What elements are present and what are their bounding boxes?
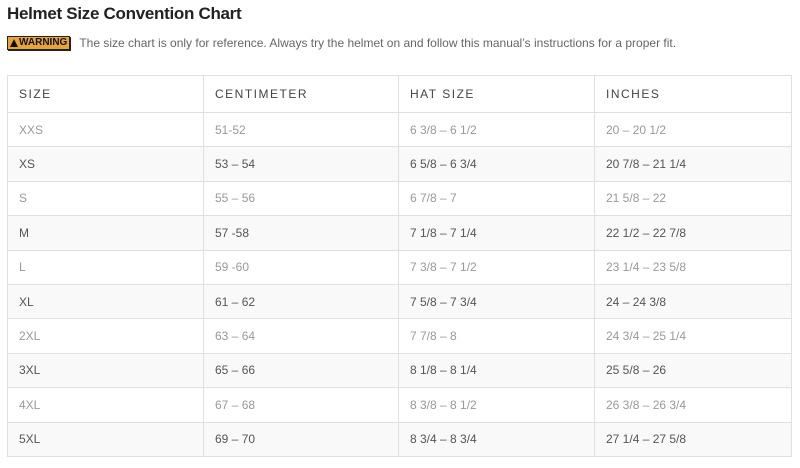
table-row: XS 53 – 54 6 5/8 – 6 3/4 20 7/8 – 21 1/4 <box>7 146 792 182</box>
column-header: HAT SIZE <box>398 75 595 113</box>
warning-badge: WARNING <box>7 36 71 50</box>
table-row: 3XL 65 – 66 8 1/8 – 8 1/4 25 5/8 – 26 <box>7 352 792 388</box>
table-cell: 53 – 54 <box>203 146 399 182</box>
table-cell: 20 7/8 – 21 1/4 <box>594 146 792 182</box>
table-cell: 26 3/8 – 26 3/4 <box>594 387 792 423</box>
table-row: XL 61 – 62 7 5/8 – 7 3/4 24 – 24 3/8 <box>7 283 792 319</box>
table-cell: 7 1/8 – 7 1/4 <box>398 215 595 251</box>
table-row: 2XL 63 – 64 7 7/8 – 8 24 3/4 – 25 1/4 <box>7 318 792 354</box>
table-cell: 7 3/8 – 7 1/2 <box>398 249 595 285</box>
table-cell: 8 3/4 – 8 3/4 <box>398 421 595 457</box>
table-row: S 55 – 56 6 7/8 – 7 21 5/8 – 22 <box>7 180 792 216</box>
table-cell: 7 5/8 – 7 3/4 <box>398 283 595 319</box>
table-cell: 24 – 24 3/8 <box>594 283 792 319</box>
warning-text: The size chart is only for reference. Al… <box>79 36 677 50</box>
table-cell: 51-52 <box>203 111 399 147</box>
table-cell: 61 – 62 <box>203 283 399 319</box>
table-cell: 2XL <box>7 318 204 354</box>
warning-triangle-icon <box>10 39 18 47</box>
table-cell: 67 – 68 <box>203 387 399 423</box>
table-cell: 6 3/8 – 6 1/2 <box>398 111 595 147</box>
table-cell: S <box>7 180 204 216</box>
warning-badge-label: WARNING <box>19 37 68 48</box>
column-header: INCHES <box>594 75 792 113</box>
table-cell: 63 – 64 <box>203 318 399 354</box>
warning-notice: WARNING The size chart is only for refer… <box>7 36 676 50</box>
table-row: 5XL 69 – 70 8 3/4 – 8 3/4 27 1/4 – 27 5/8 <box>7 421 792 457</box>
table-cell: 22 1/2 – 22 7/8 <box>594 215 792 251</box>
column-header: SIZE <box>7 75 204 113</box>
page-title: Helmet Size Convention Chart <box>7 4 242 23</box>
size-chart-table: SIZE CENTIMETER HAT SIZE INCHES XXS 51-52 6 3… <box>7 75 792 457</box>
table-cell: 6 7/8 – 7 <box>398 180 595 216</box>
column-header: CENTIMETER <box>203 75 399 113</box>
table-cell: 25 5/8 – 26 <box>594 352 792 388</box>
table-row: 4XL 67 – 68 8 3/8 – 8 1/2 26 3/8 – 26 3/4 <box>7 387 792 423</box>
table-row: L 59 -60 7 3/8 – 7 1/2 23 1/4 – 23 5/8 <box>7 249 792 285</box>
table-cell: XL <box>7 283 204 319</box>
table-cell: 8 1/8 – 8 1/4 <box>398 352 595 388</box>
table-cell: 59 -60 <box>203 249 399 285</box>
table-header-row: SIZE CENTIMETER HAT SIZE INCHES <box>7 75 792 113</box>
table-cell: 8 3/8 – 8 1/2 <box>398 387 595 423</box>
table-cell: 21 5/8 – 22 <box>594 180 792 216</box>
table-cell: 20 – 20 1/2 <box>594 111 792 147</box>
table-cell: 3XL <box>7 352 204 388</box>
table-cell: 5XL <box>7 421 204 457</box>
table-cell: 57 -58 <box>203 215 399 251</box>
table-cell: M <box>7 215 204 251</box>
table-cell: L <box>7 249 204 285</box>
table-cell: 65 – 66 <box>203 352 399 388</box>
table-row: XXS 51-52 6 3/8 – 6 1/2 20 – 20 1/2 <box>7 111 792 147</box>
table-cell: 55 – 56 <box>203 180 399 216</box>
table-cell: 6 5/8 – 6 3/4 <box>398 146 595 182</box>
table-cell: 69 – 70 <box>203 421 399 457</box>
table-cell: 27 1/4 – 27 5/8 <box>594 421 792 457</box>
table-row: M 57 -58 7 1/8 – 7 1/4 22 1/2 – 22 7/8 <box>7 215 792 251</box>
table-cell: XXS <box>7 111 204 147</box>
table-cell: 23 1/4 – 23 5/8 <box>594 249 792 285</box>
table-cell: 24 3/4 – 25 1/4 <box>594 318 792 354</box>
table-cell: 7 7/8 – 8 <box>398 318 595 354</box>
table-cell: XS <box>7 146 204 182</box>
table-cell: 4XL <box>7 387 204 423</box>
